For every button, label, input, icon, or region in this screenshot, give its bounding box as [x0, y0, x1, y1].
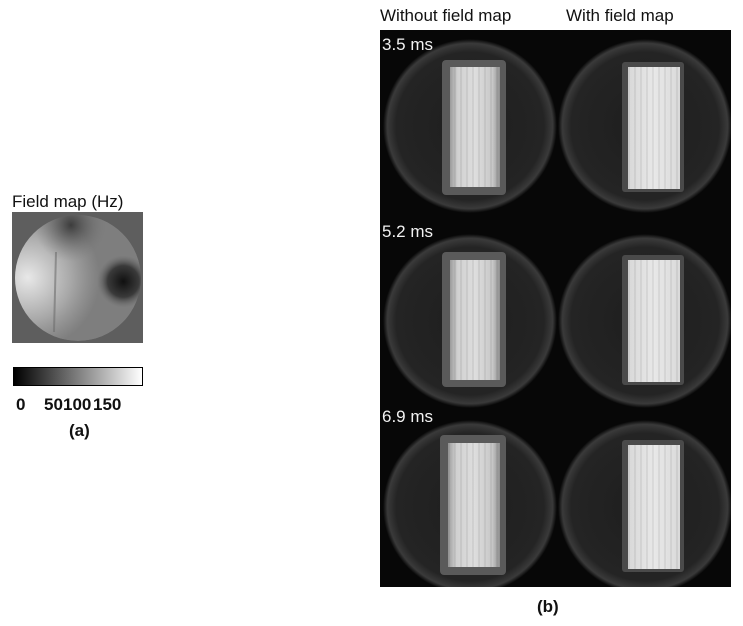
panel-a-label: (a) [69, 421, 90, 440]
image-row-6-9ms-with [558, 420, 731, 587]
panel-b-label: (b) [537, 597, 559, 616]
echo-time-label-row-2: 5.2 ms [382, 222, 434, 241]
column-header-without-field-map: Without field map [380, 6, 512, 25]
colorbar [13, 367, 143, 386]
image-row-3-5ms-with [558, 39, 731, 213]
image-row-5-2ms-without [383, 234, 557, 408]
echo-time-label-row-3: 6.9 ms [382, 407, 434, 426]
reconstruction-grid: 3.5 ms 5.2 ms 6.9 ms [380, 30, 731, 587]
image-row-5-2ms-with [558, 234, 731, 408]
image-row-3-5ms-without [383, 39, 557, 213]
colorbar-ticks: 0 50 100 150 [10, 395, 160, 417]
colorbar-tick-50: 50 [44, 395, 63, 414]
colorbar-tick-100: 100 [63, 395, 92, 414]
column-header-with-field-map: With field map [566, 6, 674, 25]
colorbar-tick-150: 150 [93, 395, 122, 414]
echo-time-label-row-1: 3.5 ms [382, 35, 434, 54]
field-map-title: Field map (Hz) [12, 192, 124, 211]
reconstruction-images [383, 39, 731, 587]
colorbar-tick-0: 0 [16, 395, 26, 414]
image-row-6-9ms-without [383, 420, 557, 587]
field-map-image [12, 212, 143, 343]
